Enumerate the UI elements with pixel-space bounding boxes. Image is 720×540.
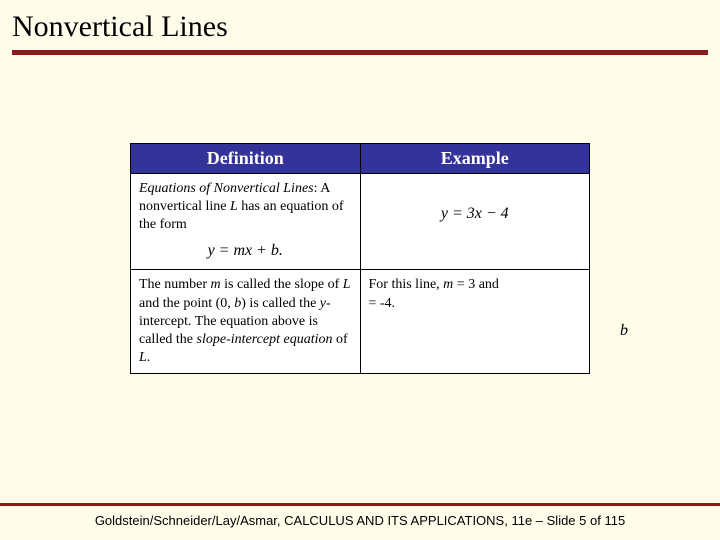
header-definition: Definition: [131, 144, 361, 174]
def-L: L: [230, 199, 238, 214]
def2-p6: of: [332, 332, 347, 347]
cell-definition-2: The number m is called the slope of L an…: [131, 270, 361, 374]
equation-ymxb: y = mx + b.: [139, 235, 352, 264]
title-underline: [12, 50, 708, 55]
table-header-row: Definition Example: [131, 144, 590, 174]
def-lead-italic: Equations of Nonvertical Lines: [139, 181, 314, 196]
ex2-m: m: [443, 277, 453, 292]
title-area: Nonvertical Lines: [0, 0, 720, 63]
stray-b-glyph: b: [620, 322, 628, 340]
slide-body: Definition Example Equations of Nonverti…: [0, 63, 720, 374]
page-title: Nonvertical Lines: [12, 10, 708, 44]
footer-rule: [0, 503, 720, 506]
footer-text: Goldstein/Schneider/Lay/Asmar, CALCULUS …: [0, 513, 720, 528]
table-row: The number m is called the slope of L an…: [131, 270, 590, 374]
header-example: Example: [360, 144, 590, 174]
table-row: Equations of Nonvertical Lines: A nonver…: [131, 174, 590, 270]
def2-L: L: [343, 277, 351, 292]
def2-sie: slope-intercept equation: [197, 332, 333, 347]
def2-p7: .: [147, 350, 151, 365]
ex2-p2: = 3 and: [453, 277, 499, 292]
cell-example-1: y = 3x − 4: [360, 174, 590, 270]
definition-example-table: Definition Example Equations of Nonverti…: [130, 143, 590, 374]
def2-p4: ) is called the: [241, 296, 320, 311]
def2-p1: The number: [139, 277, 211, 292]
cell-example-2: For this line, m = 3 and = -4.: [360, 270, 590, 374]
equation-y3xm4: y = 3x − 4: [369, 198, 582, 227]
def2-p2: is called the slope of: [221, 277, 343, 292]
def2-L2: L: [139, 350, 147, 365]
def2-m: m: [211, 277, 221, 292]
cell-definition-1: Equations of Nonvertical Lines: A nonver…: [131, 174, 361, 270]
ex2-p1: For this line,: [369, 277, 444, 292]
def2-p3: and the point (0,: [139, 296, 234, 311]
ex2-p3: = -4.: [369, 296, 396, 311]
